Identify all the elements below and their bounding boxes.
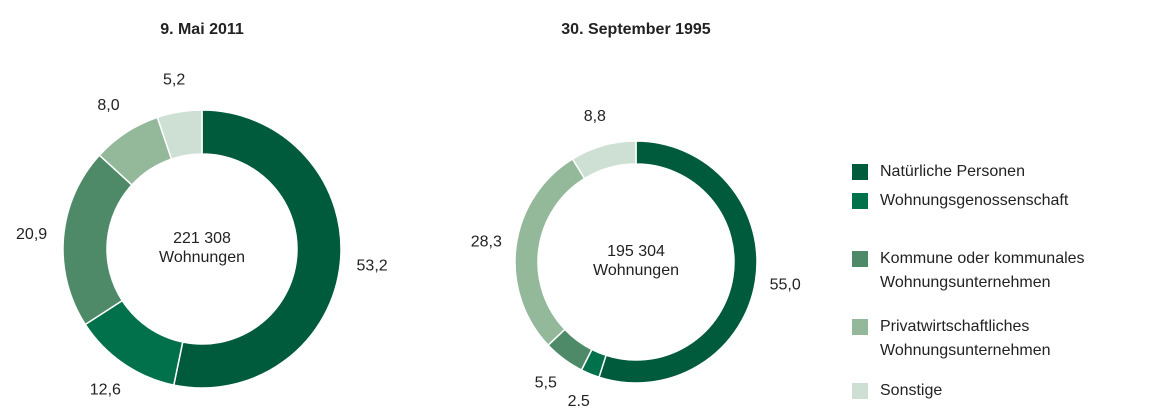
donut-slice xyxy=(571,140,637,180)
value-label: 8,8 xyxy=(584,108,606,125)
chart-title: 9. Mai 2011 xyxy=(160,21,244,38)
value-label: 28,3 xyxy=(471,234,502,251)
legend-swatch xyxy=(852,251,868,267)
donut-slice xyxy=(156,109,203,160)
legend-swatch xyxy=(852,383,868,399)
value-label: 8,0 xyxy=(97,97,119,114)
center-text: 221 308 Wohnungen xyxy=(159,230,245,266)
legend-label: Kommune oder kommunales Wohnungsunterneh… xyxy=(880,250,1085,291)
legend-label: Natürliche Personen xyxy=(880,163,1025,180)
value-label: 53,2 xyxy=(357,258,388,275)
legend-label: Sonstige xyxy=(880,382,943,399)
value-label: 2.5 xyxy=(568,393,590,410)
legend-label: Wohnungsgenossenschaft xyxy=(880,192,1069,209)
chart-title: 30. September 1995 xyxy=(561,21,711,38)
legend-swatch xyxy=(852,319,868,335)
center-text: 195 304 Wohnungen xyxy=(593,243,679,279)
value-label: 5,2 xyxy=(163,72,185,89)
legend-swatch xyxy=(852,164,868,180)
value-label: 12,6 xyxy=(90,381,121,398)
donut-slice xyxy=(172,109,342,389)
legend-label: Privatwirtschaftliches Wohnungsunternehm… xyxy=(880,318,1051,359)
value-label: 55,0 xyxy=(770,277,801,294)
value-label: 5,5 xyxy=(535,374,557,391)
legend-swatch xyxy=(852,193,868,209)
value-label: 20,9 xyxy=(16,226,47,243)
